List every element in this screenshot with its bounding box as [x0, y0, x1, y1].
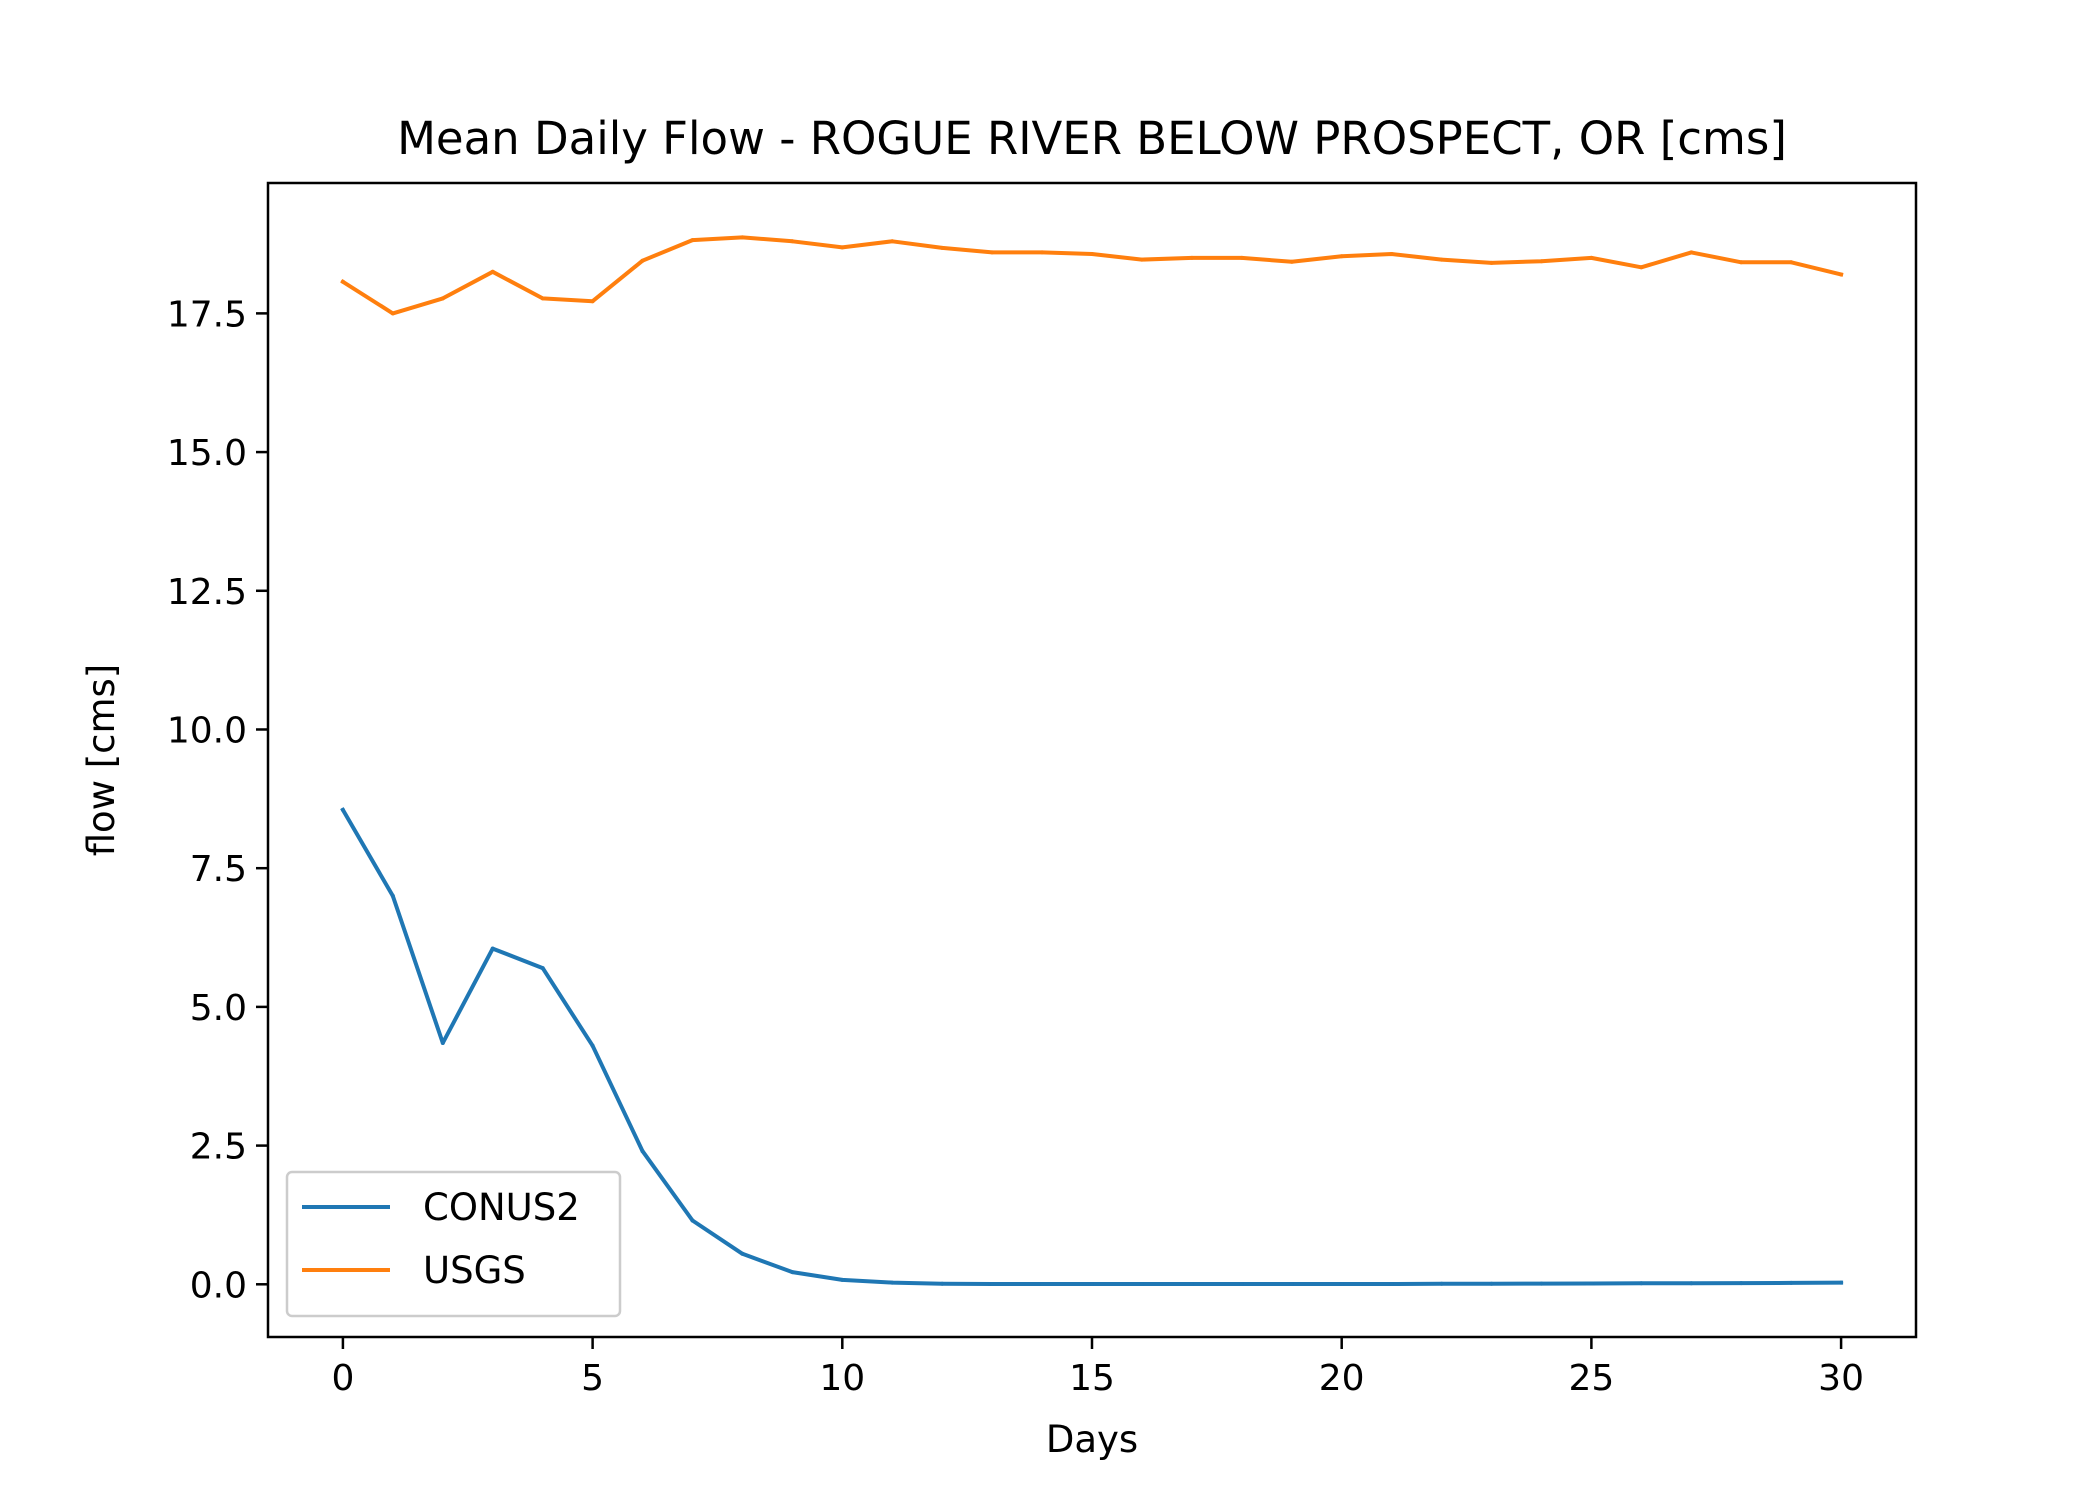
data-point-usgs-7: [690, 238, 695, 243]
series-line-usgs: [340, 235, 1844, 316]
data-point-conus2-17: [1189, 1282, 1194, 1286]
y-tick-label: 15.0: [167, 433, 247, 474]
series-layer: [340, 235, 1844, 1286]
data-point-usgs-21: [1389, 252, 1394, 256]
data-point-conus2-4: [540, 966, 545, 971]
data-point-conus2-1: [390, 893, 395, 898]
data-point-conus2-22: [1439, 1281, 1444, 1286]
y-tick-label: 0.0: [190, 1265, 247, 1306]
y-tick-label: 10.0: [167, 710, 247, 751]
data-point-usgs-13: [990, 250, 995, 255]
y-tick-label: 2.5: [190, 1127, 247, 1168]
data-point-conus2-19: [1289, 1282, 1294, 1286]
data-point-usgs-14: [1040, 250, 1045, 255]
data-point-conus2-27: [1689, 1281, 1694, 1286]
data-point-usgs-6: [640, 258, 645, 263]
data-point-usgs-2: [440, 296, 445, 301]
data-point-usgs-0: [340, 279, 345, 284]
y-tick-label: 5.0: [190, 988, 247, 1029]
data-point-usgs-5: [590, 299, 595, 304]
data-point-usgs-30: [1839, 272, 1844, 277]
data-point-conus2-15: [1090, 1282, 1094, 1286]
data-point-conus2-18: [1239, 1282, 1244, 1286]
data-point-usgs-8: [740, 235, 745, 240]
data-point-usgs-26: [1639, 265, 1644, 270]
chart-title: Mean Daily Flow - ROGUE RIVER BELOW PROS…: [397, 112, 1787, 165]
data-point-usgs-24: [1539, 259, 1544, 264]
data-point-usgs-27: [1689, 250, 1694, 255]
data-point-usgs-1: [390, 311, 395, 316]
x-tick-label: 15: [1069, 1358, 1115, 1399]
data-point-conus2-12: [940, 1281, 945, 1286]
data-point-conus2-11: [890, 1280, 895, 1285]
data-point-conus2-28: [1739, 1281, 1744, 1286]
data-point-usgs-9: [790, 239, 795, 244]
data-point-usgs-29: [1789, 260, 1794, 265]
data-point-conus2-14: [1040, 1282, 1045, 1286]
data-point-conus2-25: [1589, 1281, 1594, 1286]
data-point-conus2-30: [1839, 1280, 1844, 1285]
data-point-usgs-3: [490, 269, 495, 274]
x-tick-label: 10: [819, 1358, 865, 1399]
data-point-conus2-16: [1139, 1282, 1144, 1286]
data-point-usgs-20: [1339, 254, 1344, 259]
x-tick-label: 30: [1818, 1358, 1864, 1399]
data-point-usgs-22: [1439, 257, 1444, 262]
data-point-usgs-16: [1139, 257, 1144, 262]
x-tick-label: 25: [1568, 1358, 1614, 1399]
legend: CONUS2 USGS: [285, 1170, 622, 1318]
data-point-conus2-20: [1339, 1282, 1344, 1286]
data-point-conus2-6: [640, 1149, 645, 1154]
y-axis-label: flow [cms]: [80, 664, 123, 857]
data-point-conus2-13: [990, 1282, 995, 1286]
data-point-conus2-3: [490, 946, 495, 951]
plot-frame: [266, 181, 1918, 1339]
y-tick-label: 12.5: [167, 572, 247, 613]
data-point-conus2-24: [1539, 1281, 1544, 1286]
data-point-conus2-7: [690, 1218, 695, 1223]
data-point-conus2-29: [1789, 1280, 1794, 1285]
data-point-conus2-26: [1639, 1281, 1644, 1286]
data-point-conus2-21: [1389, 1282, 1394, 1286]
data-point-conus2-5: [590, 1043, 595, 1048]
data-point-conus2-8: [740, 1251, 745, 1256]
y-tick-label: 7.5: [190, 849, 247, 890]
data-point-conus2-9: [790, 1270, 795, 1275]
data-point-conus2-2: [440, 1041, 445, 1045]
x-tick-label: 20: [1319, 1358, 1365, 1399]
data-point-usgs-19: [1289, 259, 1294, 264]
y-tick-label: 17.5: [167, 294, 247, 335]
data-point-usgs-25: [1589, 255, 1594, 260]
data-point-usgs-4: [540, 296, 545, 301]
data-point-usgs-28: [1739, 260, 1744, 265]
data-point-usgs-17: [1189, 255, 1194, 260]
data-point-usgs-15: [1090, 252, 1094, 256]
data-point-conus2-23: [1489, 1281, 1494, 1286]
data-point-conus2-0: [340, 807, 345, 812]
data-point-usgs-10: [840, 245, 845, 250]
data-point-usgs-23: [1489, 260, 1494, 265]
data-point-conus2-10: [840, 1277, 845, 1282]
data-point-usgs-18: [1239, 255, 1244, 260]
data-point-usgs-12: [940, 245, 945, 250]
legend-label-usgs: USGS: [423, 1249, 526, 1292]
y-axis-ticks: 0.0 2.5 5.0 7.5 10.0 12.5 15.0 17.5: [167, 294, 268, 1306]
x-axis-ticks: 0 5 10 15 20 25 30: [331, 1337, 1864, 1399]
x-tick-label: 0: [331, 1358, 354, 1399]
x-tick-label: 5: [581, 1358, 604, 1399]
x-axis-label: Days: [1046, 1418, 1138, 1461]
legend-label-conus2: CONUS2: [423, 1186, 580, 1229]
data-point-usgs-11: [890, 239, 895, 244]
